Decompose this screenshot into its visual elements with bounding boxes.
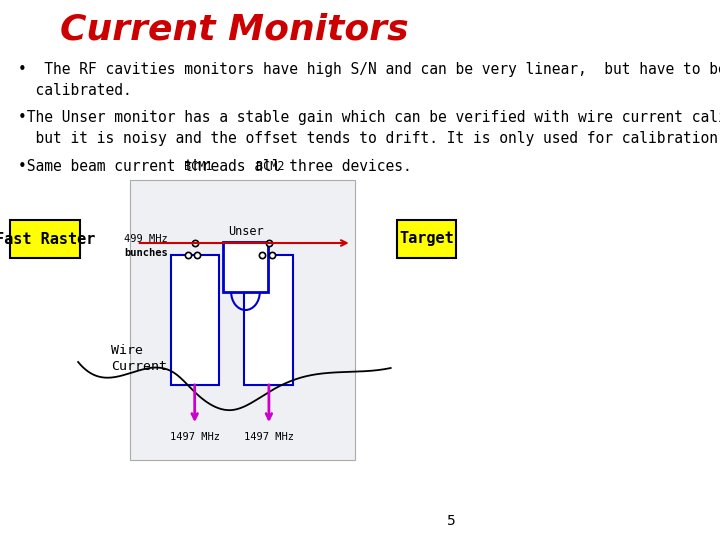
Bar	[10, 220, 80, 258]
Text: BCM2: BCM2	[256, 160, 284, 173]
Text: Current Monitors: Current Monitors	[60, 13, 409, 47]
Text: •The Unser monitor has a stable gain which can be verified with wire current cal: •The Unser monitor has a stable gain whi…	[18, 110, 720, 146]
Text: •Same beam current threads all three devices.: •Same beam current threads all three dev…	[18, 159, 412, 174]
Bar	[171, 255, 220, 385]
Text: 499 MHz: 499 MHz	[125, 234, 168, 244]
Text: 5: 5	[447, 514, 456, 528]
Text: •  The RF cavities monitors have high S/N and can be very linear,  but have to b: • The RF cavities monitors have high S/N…	[18, 62, 720, 98]
Text: bunches: bunches	[125, 248, 168, 258]
Text: 1497 MHz: 1497 MHz	[170, 432, 220, 442]
Text: 1497 MHz: 1497 MHz	[244, 432, 294, 442]
Bar	[397, 220, 456, 258]
Text: Target: Target	[399, 232, 454, 246]
Text: Wire
Current: Wire Current	[111, 344, 167, 373]
Text: Fast Raster: Fast Raster	[0, 232, 95, 246]
Bar	[244, 255, 293, 385]
Text: Unser: Unser	[228, 225, 264, 238]
Bar	[222, 242, 269, 292]
Text: BCM1: BCM1	[184, 160, 213, 173]
Bar	[130, 180, 355, 460]
